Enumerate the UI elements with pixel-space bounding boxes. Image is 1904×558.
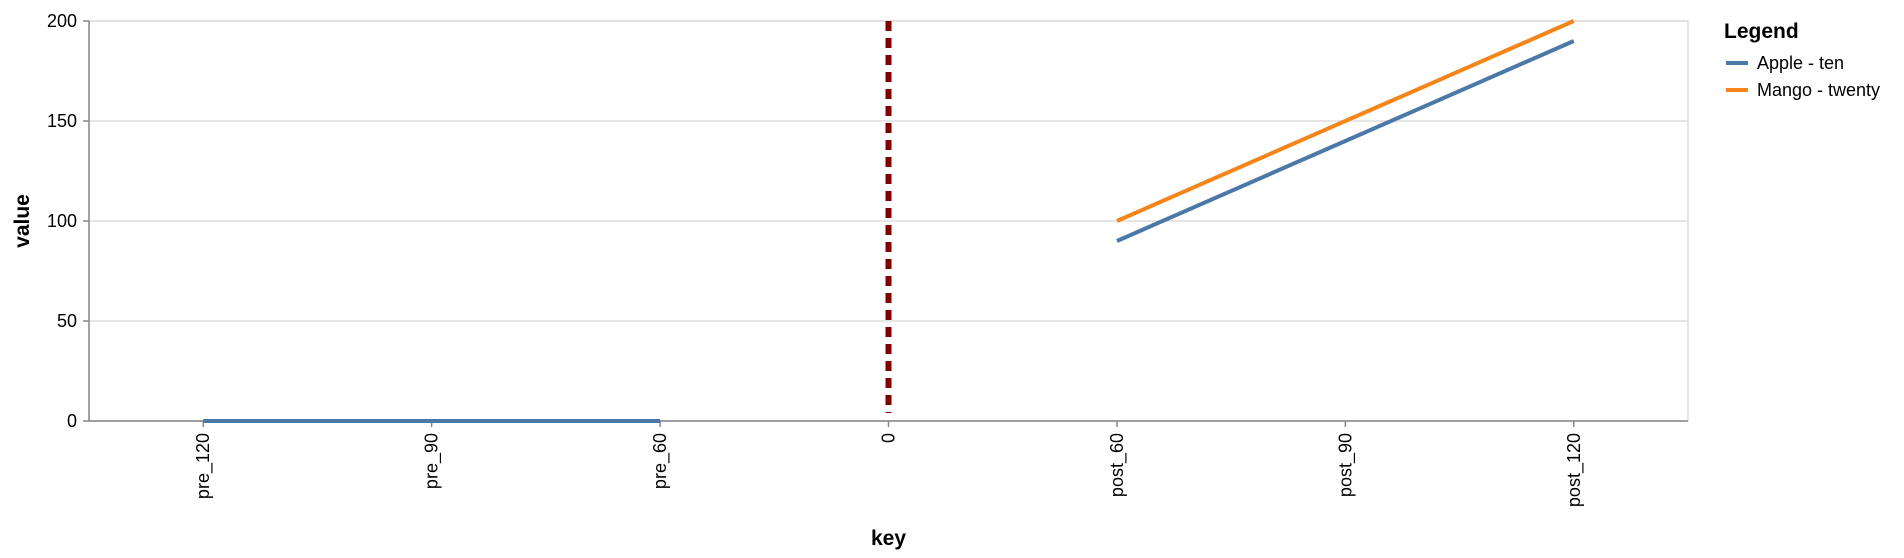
y-tick-label: 200 bbox=[47, 11, 77, 31]
series-line-2 bbox=[1116, 19, 1575, 223]
series-lines bbox=[203, 19, 1575, 423]
x-tick-label: post_90 bbox=[1335, 433, 1356, 497]
y-axis-title: value bbox=[11, 194, 34, 248]
y-tick-label: 0 bbox=[67, 411, 77, 431]
x-tick-label: pre_90 bbox=[422, 433, 443, 489]
legend-label-1: Apple - ten bbox=[1757, 53, 1844, 73]
series-line-1 bbox=[1116, 39, 1575, 243]
y-tick-label: 50 bbox=[57, 311, 77, 331]
legend-label-2: Mango - twenty bbox=[1757, 80, 1880, 100]
y-tick-label: 150 bbox=[47, 111, 77, 131]
legend-title: Legend bbox=[1724, 20, 1799, 43]
y-tick-label: 100 bbox=[47, 211, 77, 231]
x-tick-label: pre_60 bbox=[650, 433, 671, 489]
legend: Legend Apple - ten Mango - twenty bbox=[1724, 20, 1880, 100]
x-tick-label: post_60 bbox=[1107, 433, 1128, 497]
x-tick-label: post_120 bbox=[1564, 433, 1585, 507]
x-tick-label: pre_120 bbox=[193, 433, 214, 499]
axes: 0 50 100 150 200 pre_120 pre_90 pre_60 0 post_60 p… bbox=[47, 11, 1688, 507]
x-axis-title: key bbox=[871, 527, 906, 550]
x-tick-label: 0 bbox=[879, 433, 899, 443]
